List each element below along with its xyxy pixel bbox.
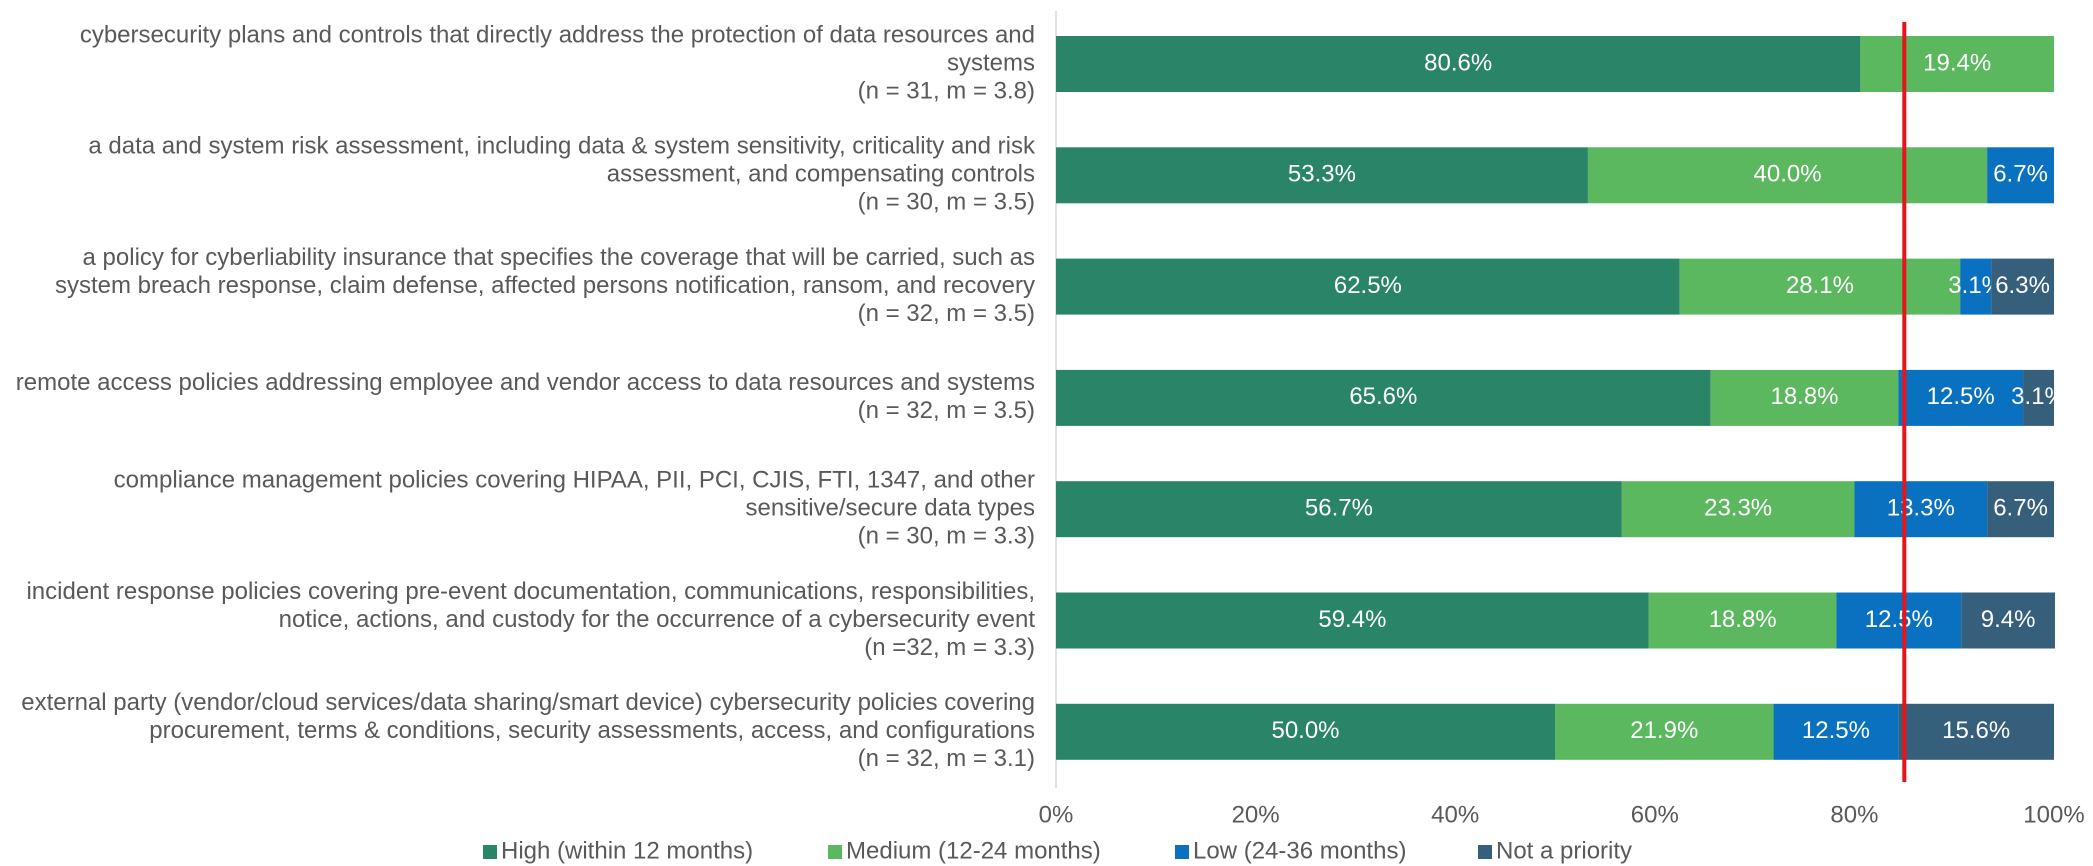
data-label: 40.0%	[1754, 161, 1822, 188]
bar-segment	[1555, 703, 1774, 760]
data-label: 6.7%	[1993, 495, 2048, 522]
category-label: cybersecurity plans and controls that di…	[80, 21, 1035, 48]
legend-label: Medium (12-24 months)	[846, 837, 1101, 864]
data-label: 62.5%	[1334, 272, 1402, 299]
bar-segment	[1991, 258, 2054, 315]
data-label: 21.9%	[1630, 717, 1698, 744]
category-label: a data and system risk assessment, inclu…	[88, 133, 1036, 160]
bar-segment	[1587, 147, 1988, 204]
bar-segment	[1056, 369, 1711, 426]
data-label: 13.3%	[1887, 495, 1955, 522]
category-label: notice, actions, and custody for the occ…	[279, 606, 1036, 633]
legend-swatch	[828, 845, 842, 859]
data-label: 59.4%	[1318, 606, 1386, 633]
data-label: 18.8%	[1709, 606, 1777, 633]
data-label: 12.5%	[1865, 606, 1933, 633]
bar-segment	[1056, 481, 1622, 538]
category-label: (n = 31, m = 3.8)	[858, 77, 1035, 104]
x-tick-label: 0%	[1039, 801, 1074, 828]
data-label: 56.7%	[1305, 495, 1373, 522]
data-label: 65.6%	[1349, 383, 1417, 410]
category-label: (n = 32, m = 3.5)	[858, 397, 1035, 424]
bar-segment	[1987, 481, 2054, 538]
category-label: sensitive/secure data types	[746, 495, 1036, 522]
category-label: (n =32, m = 3.3)	[864, 634, 1035, 661]
bar-segment	[1056, 592, 1649, 649]
x-tick-label: 80%	[1830, 801, 1878, 828]
bar-segment	[1056, 258, 1680, 315]
x-tick-label: 60%	[1631, 801, 1679, 828]
data-label: 19.4%	[1923, 49, 1991, 76]
bar-segment	[1898, 369, 2024, 426]
x-tick-label: 20%	[1232, 801, 1280, 828]
category-label: (n = 30, m = 3.5)	[858, 189, 1035, 216]
data-label: 12.5%	[1802, 717, 1870, 744]
bar-segment	[1898, 703, 2054, 760]
data-label: 50.0%	[1271, 717, 1339, 744]
category-label: compliance management policies covering …	[114, 467, 1035, 494]
bar-segment	[1854, 481, 1988, 538]
category-label: systems	[947, 49, 1035, 76]
data-label: 28.1%	[1786, 272, 1854, 299]
data-label: 6.7%	[1993, 161, 2048, 188]
bar-segment	[1836, 592, 1962, 649]
category-label: a policy for cyberliability insurance th…	[83, 244, 1035, 271]
category-label: (n = 32, m = 3.5)	[858, 300, 1035, 327]
data-label: 3.1%	[2011, 383, 2066, 410]
bar-segment	[1679, 258, 1961, 315]
category-label: (n = 32, m = 3.1)	[858, 745, 1035, 772]
bar-segment	[1960, 258, 1992, 315]
bar-segment	[1961, 592, 2055, 649]
data-label: 6.3%	[1995, 272, 2050, 299]
legend-swatch	[1175, 845, 1189, 859]
category-label: assessment, and compensating controls	[607, 161, 1035, 188]
x-tick-label: 40%	[1431, 801, 1479, 828]
legend-swatch	[1478, 845, 1492, 859]
bar-segment	[1648, 592, 1837, 649]
bar-segment	[1773, 703, 1899, 760]
bar-segment	[1710, 369, 1899, 426]
data-label: 9.4%	[1981, 606, 2036, 633]
legend-label: Low (24-36 months)	[1193, 837, 1406, 864]
category-label: external party (vendor/cloud services/da…	[21, 689, 1035, 716]
category-label: (n = 30, m = 3.3)	[858, 523, 1035, 550]
data-label: 23.3%	[1704, 495, 1772, 522]
category-label: procurement, terms & conditions, securit…	[149, 717, 1035, 744]
x-tick-label: 100%	[2023, 801, 2084, 828]
legend-label: Not a priority	[1496, 837, 1632, 864]
bar-segment	[2023, 369, 2054, 426]
data-label: 18.8%	[1770, 383, 1838, 410]
data-label: 12.5%	[1927, 383, 1995, 410]
bar-segment	[1056, 147, 1588, 204]
bar-segment	[1621, 481, 1855, 538]
bar-segment	[1987, 147, 2054, 204]
bar-segment	[1860, 36, 2054, 92]
data-label: 15.6%	[1942, 717, 2010, 744]
data-label: 80.6%	[1424, 49, 1492, 76]
category-label: incident response policies covering pre-…	[26, 578, 1035, 605]
category-label: system breach response, claim defense, a…	[55, 272, 1035, 299]
bar-segment	[1056, 703, 1555, 760]
legend-label: High (within 12 months)	[501, 837, 753, 864]
category-label: remote access policies addressing employ…	[16, 369, 1035, 396]
bar-segment	[1056, 36, 1861, 92]
data-label: 53.3%	[1288, 161, 1356, 188]
legend-swatch	[483, 845, 497, 859]
